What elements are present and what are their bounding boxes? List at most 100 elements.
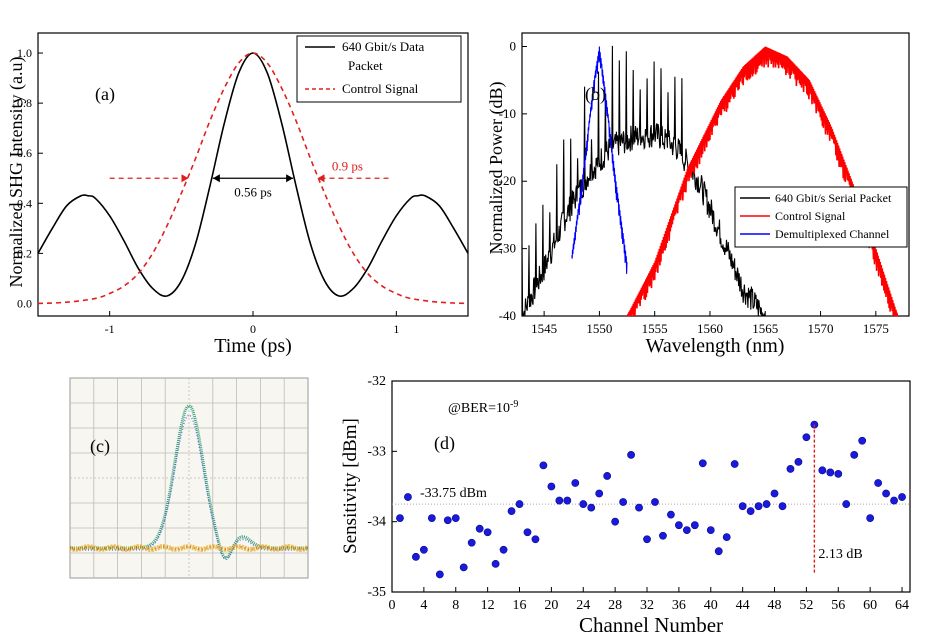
panel-d-x-tick-label: 32 <box>640 598 654 613</box>
panel-c-eye-diagram: (c) <box>69 377 309 579</box>
data-point <box>427 514 436 523</box>
data-point <box>874 479 883 487</box>
data-point <box>659 531 667 540</box>
panel-a-x-tick-label: 0 <box>250 322 256 336</box>
eye-baseline-noise <box>69 545 309 551</box>
panel-d-chart: 0 4 8 12 16 20 24 28 32 36 40 44 48 52 56 60 64-32-33-34… <box>340 374 911 637</box>
data-point <box>850 450 859 459</box>
panel-d-x-tick-label: 16 <box>513 598 527 613</box>
panel-d-x-tick-label: 56 <box>831 598 845 613</box>
data-point <box>714 547 723 556</box>
panel-b-legend: 640 Gbit/s Serial Packet Control Signal … <box>734 186 908 248</box>
panel-b-x-tick-label: 1570 <box>808 321 834 336</box>
panel-d-label: (d) <box>434 433 455 454</box>
data-point <box>746 507 755 516</box>
panel-a-y-tick-label: 1.0 <box>17 46 32 60</box>
data-point <box>396 514 404 523</box>
panel-d-x-tick-label: 36 <box>672 598 686 613</box>
data-point <box>491 559 500 568</box>
data-point <box>515 500 524 508</box>
panel-a-x-tick-label: -1 <box>105 322 115 336</box>
panel-b-series-serial-packet <box>521 45 766 317</box>
panel-a-legend: 640 Gbit/s Data Packet Control Signal <box>296 35 462 103</box>
panel-a-y-tick-label: 0.4 <box>17 196 32 210</box>
panel-b-legend-entry-control: Control Signal <box>775 209 846 223</box>
sensitivity-range-label: 2.13 dB <box>818 547 862 562</box>
data-point <box>818 466 827 475</box>
ber-annotation-exponent: -9 <box>510 399 518 410</box>
panel-b-x-tick-label: 1565 <box>752 321 778 336</box>
data-point <box>635 503 643 512</box>
panel-b-legend-box <box>734 186 908 248</box>
data-point <box>643 535 651 544</box>
data-point <box>882 489 890 498</box>
data-point <box>667 510 675 519</box>
panel-b-y-tick-label: -40 <box>499 308 516 323</box>
data-point <box>435 570 444 579</box>
panel-d-x-tick-label: 8 <box>452 598 459 613</box>
data-point <box>794 457 803 466</box>
data-point <box>858 436 867 445</box>
panel-d-y-tick-label: -35 <box>367 585 386 600</box>
panel-d-x-tick-label: 20 <box>544 598 558 613</box>
data-point <box>404 493 412 501</box>
panel-d-x-tick-label: 0 <box>389 598 396 613</box>
panel-b-chart: 1545 1550 1555 1560 1565 1570 1575 0 -10 -20 -30 -4… <box>486 32 910 357</box>
panel-d-y-tick-label: -33 <box>367 444 386 459</box>
panel-d-x-axis-label: Channel Number <box>579 613 723 637</box>
data-point <box>619 498 628 506</box>
data-point <box>770 489 779 498</box>
panel-d-x-tick-label: 52 <box>799 598 813 613</box>
panel-d-x-tick-label: 48 <box>768 598 782 613</box>
ber-annotation-base: @BER=10 <box>448 401 510 416</box>
panel-b-series-control-signal <box>626 46 899 317</box>
panel-d-x-tick-label: 64 <box>895 598 909 613</box>
panel-a-y-tick-label: 0.6 <box>17 146 32 160</box>
reference-line-label: -33.75 dBm <box>420 486 487 501</box>
data-point <box>483 528 492 537</box>
panel-c-label: (c) <box>90 436 110 457</box>
data-point <box>531 535 540 544</box>
data-point <box>698 459 707 468</box>
data-point <box>706 526 715 535</box>
panel-d-plot-frame <box>391 380 911 593</box>
ber-annotation: @BER=10-9 <box>448 399 518 417</box>
panel-b-legend-entry-demux: Demultiplexed Channel <box>775 227 890 241</box>
data-point <box>690 521 699 530</box>
panel-d-x-tick-label: 24 <box>576 598 590 613</box>
data-point <box>595 489 604 498</box>
data-point <box>682 526 691 535</box>
panel-b-y-axis-label: Normalized Power (dB) <box>486 82 507 255</box>
panel-a-legend-entry-control: Control Signal <box>342 81 419 96</box>
panel-a-label: (a) <box>95 84 115 105</box>
panel-b-legend-entry-packet: 640 Gbit/s Serial Packet <box>775 191 892 205</box>
fwhm-control-label: 0.9 ps <box>332 158 363 173</box>
panel-d-x-tick-label: 60 <box>863 598 877 613</box>
panel-a-y-tick-label: 0.8 <box>17 96 32 110</box>
data-point <box>730 460 739 468</box>
panel-a-y-tick-label: 0.0 <box>17 296 32 310</box>
data-point <box>611 517 620 526</box>
data-point <box>419 545 428 554</box>
data-point <box>507 507 516 516</box>
panel-b-x-tick-label: 1550 <box>586 321 612 336</box>
data-point <box>826 468 835 477</box>
data-point <box>842 500 851 508</box>
data-point <box>555 496 564 505</box>
data-point <box>627 450 635 459</box>
data-point <box>738 502 747 511</box>
data-point <box>547 482 556 491</box>
panel-b-y-tick-label: 0 <box>510 38 517 53</box>
data-point <box>802 433 811 442</box>
data-point <box>651 498 659 506</box>
panel-d-y-tick-label: -34 <box>367 515 386 530</box>
data-point <box>443 516 452 525</box>
fwhm-control-arrowhead-right <box>317 174 325 183</box>
fwhm-control-arrowhead-left <box>181 174 189 183</box>
panel-a-x-axis-label: Time (ps) <box>214 335 292 357</box>
panel-b-x-tick-label: 1555 <box>642 321 668 336</box>
data-point <box>754 502 763 511</box>
panel-a-series-control-signal <box>37 52 469 305</box>
data-point <box>475 524 484 533</box>
